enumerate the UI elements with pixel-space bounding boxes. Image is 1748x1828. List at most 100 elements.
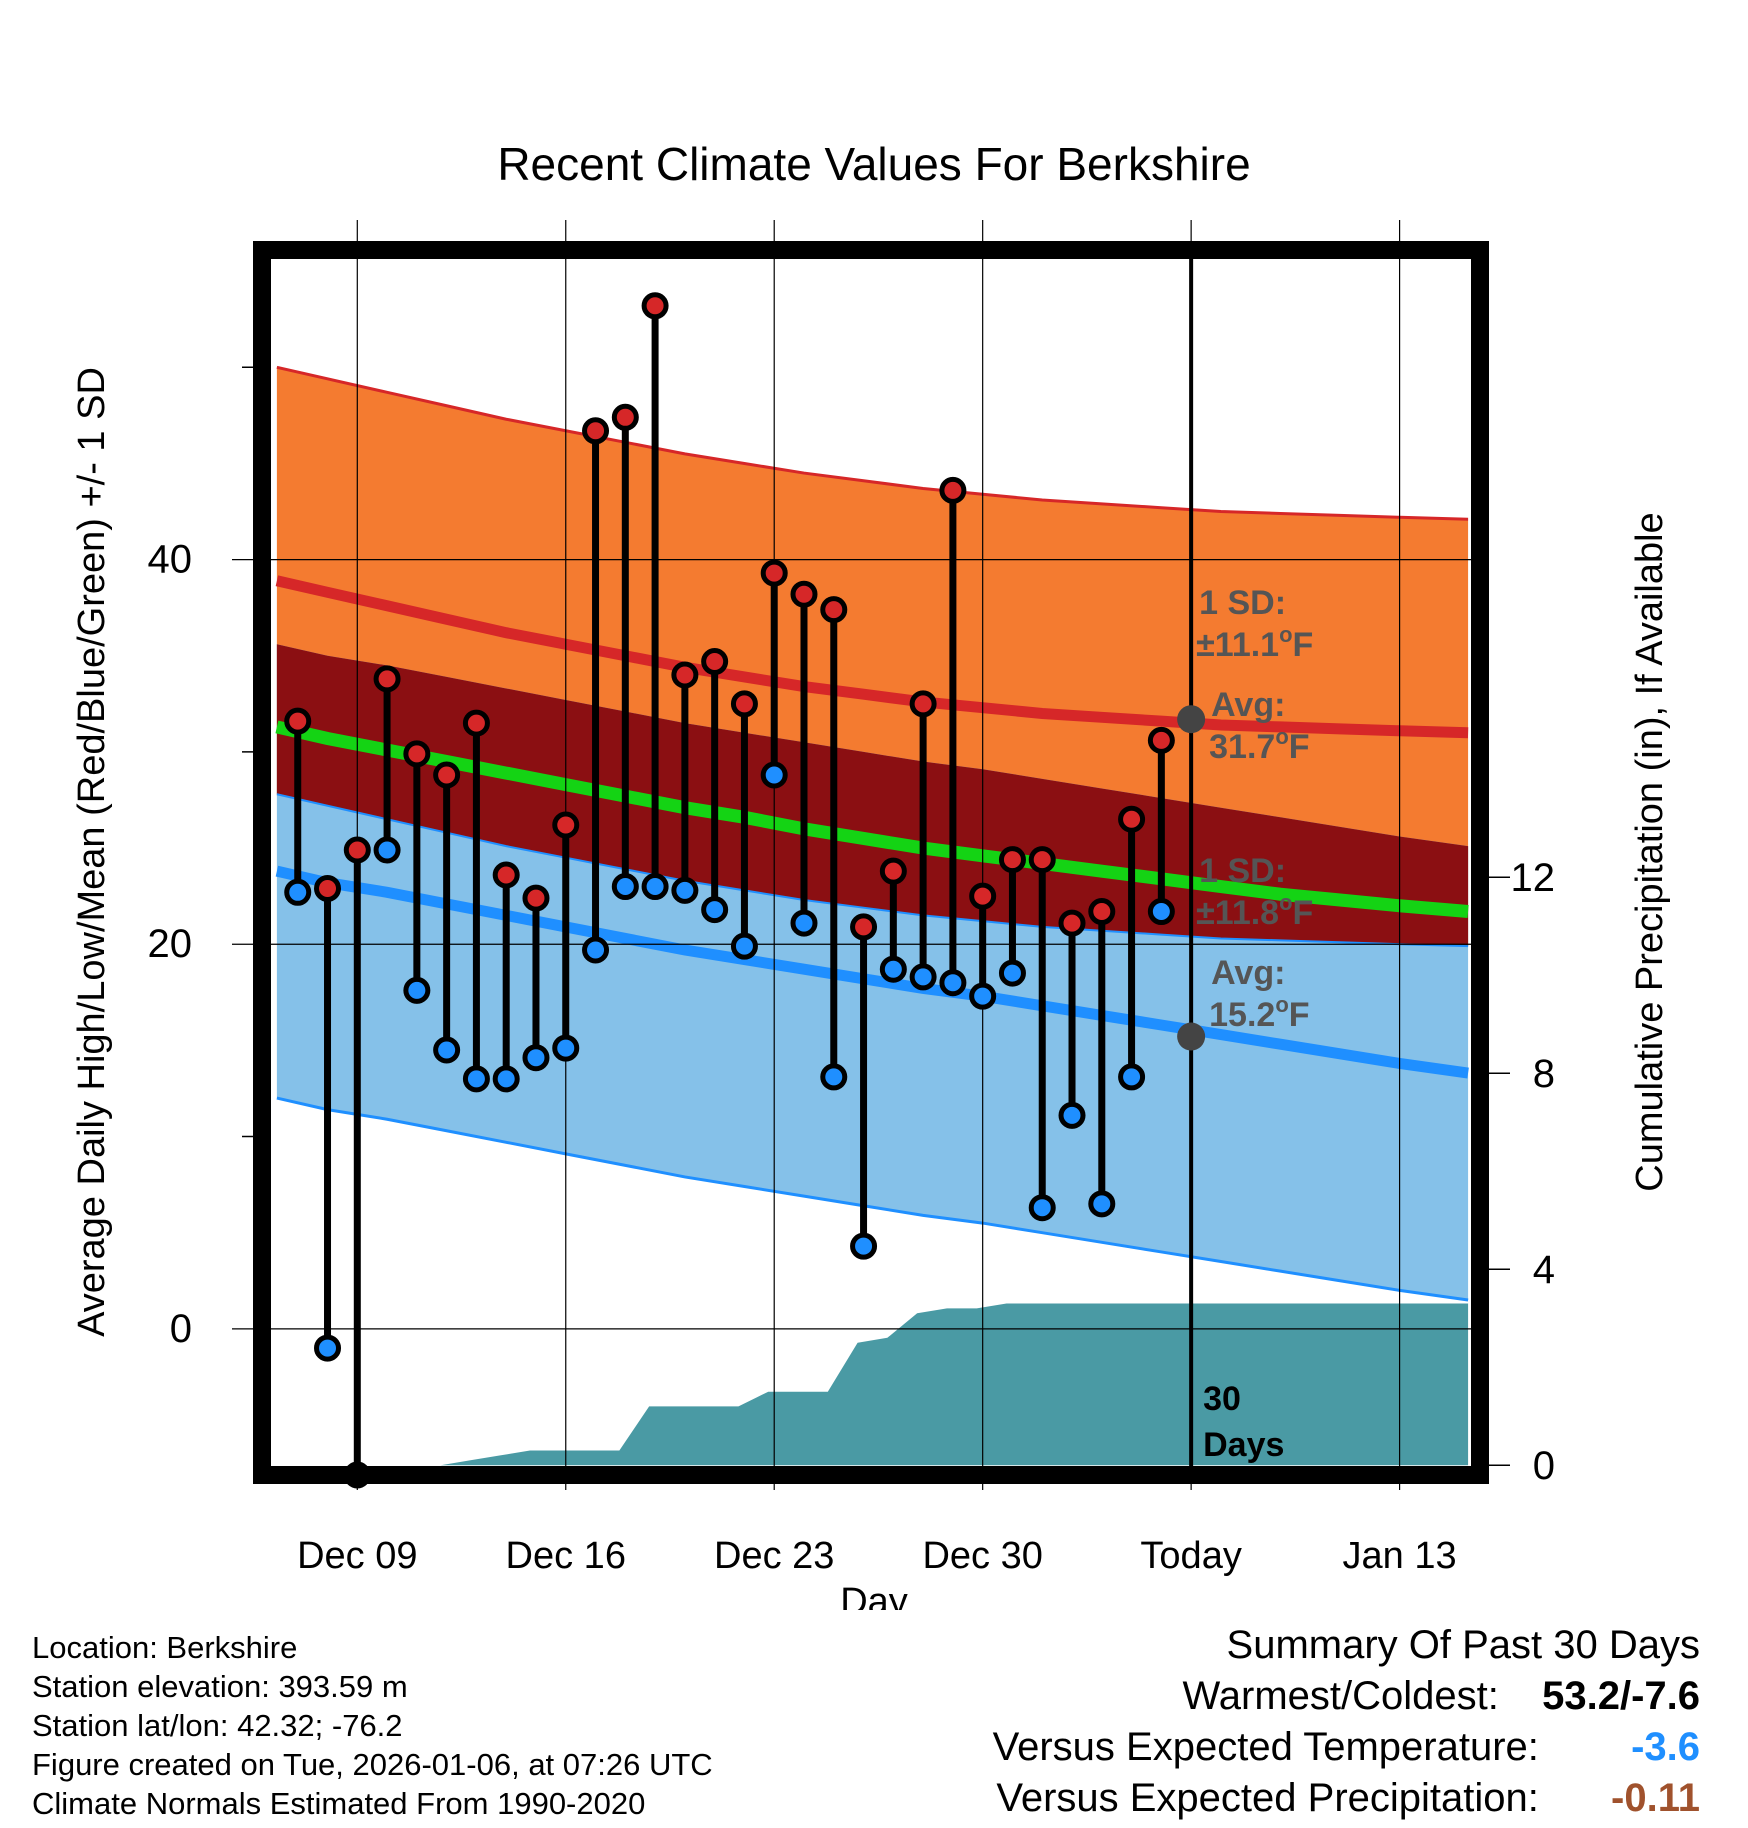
x-axis-label: Day [840,1581,908,1610]
high-point [1118,805,1146,833]
elevation-text: Station elevation: 393.59 m [32,1669,408,1704]
high-point [730,690,758,718]
latlon-text: Station lat/lon: 42.32; -76.2 [32,1708,403,1743]
high-avg-value: 31.7oF [1209,724,1309,766]
low-point [969,982,997,1010]
precip-area [291,1303,1469,1466]
low-point [1118,1063,1146,1091]
x-tick-label: Dec 30 [922,1535,1042,1577]
climate-chart: Recent Climate Values For Berkshire 1 SD… [71,138,1671,1610]
temp-tick-label: 20 [148,922,193,966]
x-tick-label: Today [1140,1535,1241,1577]
low-point [373,836,401,864]
precip-tick-label: 12 [1511,856,1556,900]
high-sd-upper-line [276,365,1469,521]
x-tick-label: Dec 09 [297,1535,417,1577]
temp-departure-row: Versus Expected Temperature: -3.6 [993,1722,1700,1773]
low-avg-marker [1177,1022,1206,1051]
warm-cold-row: Warmest/Coldest: 53.2/-7.6 [993,1671,1701,1722]
warm-cold-value: 53.2/-7.6 [1510,1671,1700,1722]
low-point [492,1065,520,1093]
high-point [433,761,461,789]
low-point [462,1065,490,1093]
summary-panel: Summary Of Past 30 Days Warmest/Coldest:… [993,1620,1700,1824]
temp-tick-label: 0 [170,1307,192,1351]
precip-tick-label: 8 [1533,1052,1555,1096]
low-point [403,976,431,1004]
high-sd-lower-line [276,793,1469,948]
high-point [909,690,937,718]
low-point [939,969,967,997]
high-normal-line [275,575,1469,739]
high-point [1088,898,1116,926]
avg-normal-line [275,720,1469,919]
precip-departure-row: Versus Expected Precipitation: -0.11 [993,1773,1700,1824]
high-point [343,836,371,864]
high-point [998,846,1026,874]
days-word-label: Days [1203,1426,1284,1464]
precip-departure-value: -0.11 [1611,1776,1700,1820]
plot-frame [253,241,1489,1484]
station-info: Location: Berkshire Station elevation: 3… [32,1628,713,1823]
high-point [1058,909,1086,937]
precip-tick-label: 4 [1533,1248,1555,1292]
low-point [820,1063,848,1091]
x-tick-label: Jan 13 [1343,1535,1457,1577]
location-text: Location: Berkshire [32,1630,298,1665]
low-point [522,1044,550,1072]
low-point [1028,1194,1056,1222]
high-avg-marker [1177,705,1206,734]
temp-departure-label: Versus Expected Temperature: [992,1725,1539,1769]
low-point [314,1334,342,1362]
high-point [820,596,848,624]
low-point [433,1036,461,1064]
high-point [582,417,610,445]
high-point [611,403,639,431]
high-sd-label: 1 SD: [1199,584,1286,622]
high-point [701,648,729,676]
created-text: Figure created on Tue, 2026-01-06, at 07… [32,1747,713,1782]
high-point [969,882,997,910]
high-point [879,857,907,885]
low-sd-value: ±11.8oF [1196,890,1313,932]
high-point [850,913,878,941]
high-point [314,874,342,902]
low-point [909,963,937,991]
low-point [790,909,818,937]
warm-cold-label: Warmest/Coldest: [1182,1674,1499,1718]
low-point [582,936,610,964]
high-point [403,740,431,768]
high-sd-value: ±11.1oF [1196,622,1313,664]
low-point [701,896,729,924]
low-point [1088,1190,1116,1218]
summary-title: Summary Of Past 30 Days [1226,1623,1700,1667]
high-point [760,559,788,587]
high-point [462,709,490,737]
right-y-axis-label: Cumulative Precipitation (in), If Availa… [1629,512,1671,1191]
low-point [730,932,758,960]
high-point [552,811,580,839]
high-point [641,292,669,320]
high-point [284,707,312,735]
high-avg-label: Avg: [1211,686,1285,724]
low-point [552,1034,580,1062]
high-point [373,665,401,693]
high-point [671,661,699,689]
warmest-value: 53.2 [1542,1674,1620,1718]
low-point [284,878,312,906]
low-point [611,873,639,901]
precip-departure-label: Versus Expected Precipitation: [996,1776,1539,1820]
x-tick-label: Dec 16 [506,1535,626,1577]
left-y-axis-label: Average Daily High/Low/Mean (Red/Blue/Gr… [71,367,113,1337]
temp-tick-label: 40 [148,538,193,582]
high-point [1028,846,1056,874]
chart-title: Recent Climate Values For Berkshire [497,138,1250,190]
overlap-band [276,644,1469,947]
high-point [1147,726,1175,754]
low-point [1058,1101,1086,1129]
high-point [939,476,967,504]
normals-text: Climate Normals Estimated From 1990-2020 [32,1786,646,1821]
coldest-value: /-7.6 [1619,1674,1700,1718]
temp-departure-value: -3.6 [1631,1725,1700,1769]
days-count-label: 30 [1203,1380,1241,1418]
